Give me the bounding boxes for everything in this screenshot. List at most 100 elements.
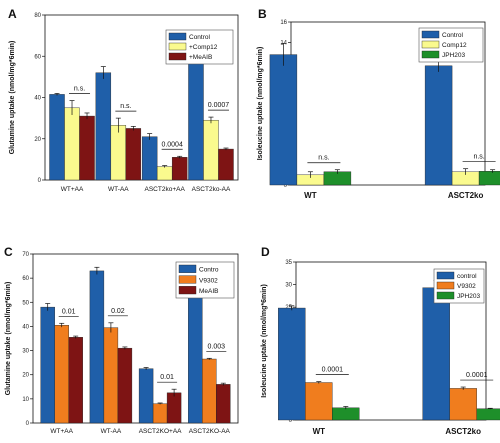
significance-label: n.s. xyxy=(473,154,484,161)
plot-frame xyxy=(32,253,239,424)
x-tick-label: WT xyxy=(304,191,317,200)
x-tick-label: ASCT2ko xyxy=(448,191,484,200)
bar xyxy=(40,306,55,424)
x-tick-label: WT-AA xyxy=(108,186,129,193)
chart-panel-c: C 0 10 20 30 40 50 60 70 Glutamine uptake (nmol/m… xyxy=(4,245,239,435)
bar xyxy=(203,119,219,181)
bar xyxy=(278,307,306,421)
y-axis-label: Isoleucine uptake (nmol/mg*6min) xyxy=(261,284,268,398)
significance-label: n.s. xyxy=(318,155,329,162)
bar xyxy=(216,384,231,424)
y-tick-label: 0 xyxy=(38,178,42,184)
legend: control V9302 JPH203 xyxy=(433,268,485,304)
bar xyxy=(171,157,188,181)
legend-swatch xyxy=(421,30,440,39)
chart-panel-b: B0246810121416Isoleucine uptake (nmol/mg… xyxy=(257,7,500,200)
legend-swatch xyxy=(168,32,187,41)
significance-label: 0.01 xyxy=(62,308,76,315)
legend-label: +Comp12 xyxy=(189,44,218,51)
significance-label: n.s. xyxy=(74,86,85,93)
legend-label: Comp12 xyxy=(442,42,467,49)
y-tick-label: 35 xyxy=(285,260,292,266)
bar xyxy=(269,54,298,186)
legend-label: MeAIB xyxy=(199,288,219,295)
significance-label: 0.0001 xyxy=(466,372,488,379)
legend-label: JPH203 xyxy=(457,293,481,300)
x-tick-label: WT+AA xyxy=(61,186,84,193)
significance-label: 0.0007 xyxy=(208,102,230,109)
x-tick-label: WT-AA xyxy=(101,428,122,435)
legend: Contro V9302 MeAIB xyxy=(175,261,235,299)
x-tick-label: WT xyxy=(313,427,326,436)
legend-swatch xyxy=(168,52,187,61)
y-tick-label: 80 xyxy=(34,13,41,19)
bar xyxy=(422,287,450,421)
bar xyxy=(95,72,112,181)
x-tick-label: ASCT2KO-AA xyxy=(189,428,231,435)
panel-label: A xyxy=(8,7,17,21)
legend-label: JPH203 xyxy=(442,52,466,59)
chart-panel-d: D05101520253035Isoleucine uptake (nmol/m… xyxy=(261,245,500,436)
x-tick-label: ASCT2ko-AA xyxy=(192,186,231,193)
y-tick-label: 40 xyxy=(34,96,41,102)
legend-label: control xyxy=(457,273,477,280)
y-tick-label: 0 xyxy=(26,421,30,427)
legend: Control Comp12 JPH203 xyxy=(418,27,484,63)
bar xyxy=(117,347,133,424)
y-tick-label: 70 xyxy=(22,252,29,258)
legend-label: V9302 xyxy=(457,283,476,290)
bar xyxy=(218,148,234,181)
y-tick-label: 0 xyxy=(284,183,288,189)
bar xyxy=(156,166,173,181)
bar xyxy=(166,392,182,424)
y-axis-label: Glutamine uptake (nmol/mg*6min) xyxy=(5,282,12,396)
y-tick-label: 40 xyxy=(22,324,29,330)
bar xyxy=(305,382,333,421)
legend-label: Control xyxy=(189,34,211,41)
legend-swatch xyxy=(421,40,440,49)
legend-swatch xyxy=(436,291,455,300)
bar xyxy=(89,270,105,424)
significance-label: 0.01 xyxy=(160,374,174,381)
legend-swatch xyxy=(178,275,197,284)
bar xyxy=(79,115,95,181)
significance-label: 0.02 xyxy=(111,308,125,315)
significance-label: 0.0004 xyxy=(161,141,183,148)
y-tick-label: 20 xyxy=(34,137,41,143)
bar xyxy=(138,368,154,424)
bar xyxy=(188,293,203,424)
legend-label: Control xyxy=(442,32,464,39)
bar xyxy=(103,327,119,424)
legend-swatch xyxy=(436,281,455,290)
legend-swatch xyxy=(168,42,187,51)
bar xyxy=(68,337,83,424)
legend-swatch xyxy=(178,264,197,273)
bar xyxy=(476,408,500,421)
bar xyxy=(141,136,158,181)
y-tick-label: 60 xyxy=(22,276,29,282)
bar xyxy=(125,128,142,181)
y-tick-label: 60 xyxy=(34,54,41,60)
significance-label: 0.003 xyxy=(208,343,226,350)
legend-label: V9302 xyxy=(199,277,218,284)
legend-label: +MeAIB xyxy=(189,54,212,61)
x-tick-label: ASCT2KO+AA xyxy=(139,428,182,435)
panel-label: D xyxy=(261,245,270,259)
bar xyxy=(478,171,500,186)
legend: Control +Comp12 +MeAIB xyxy=(165,29,234,65)
legend-swatch xyxy=(421,50,440,59)
y-tick-label: 30 xyxy=(22,349,29,355)
bar xyxy=(449,388,477,421)
y-tick-label: 50 xyxy=(22,300,29,306)
legend-swatch xyxy=(436,271,455,280)
significance-label: 0.0001 xyxy=(322,367,344,374)
x-tick-label: ASCT2ko xyxy=(445,427,481,436)
bar xyxy=(49,94,65,181)
y-tick-label: 16 xyxy=(280,20,287,26)
y-tick-label: 0 xyxy=(289,418,293,424)
y-axis-label: Isoleucine uptake (nmol/mg*6min) xyxy=(257,47,264,161)
bar xyxy=(152,403,168,424)
panel-label: B xyxy=(258,7,267,21)
y-axis-label: Glutamine uptake (nmol/mg*6min) xyxy=(9,41,16,155)
